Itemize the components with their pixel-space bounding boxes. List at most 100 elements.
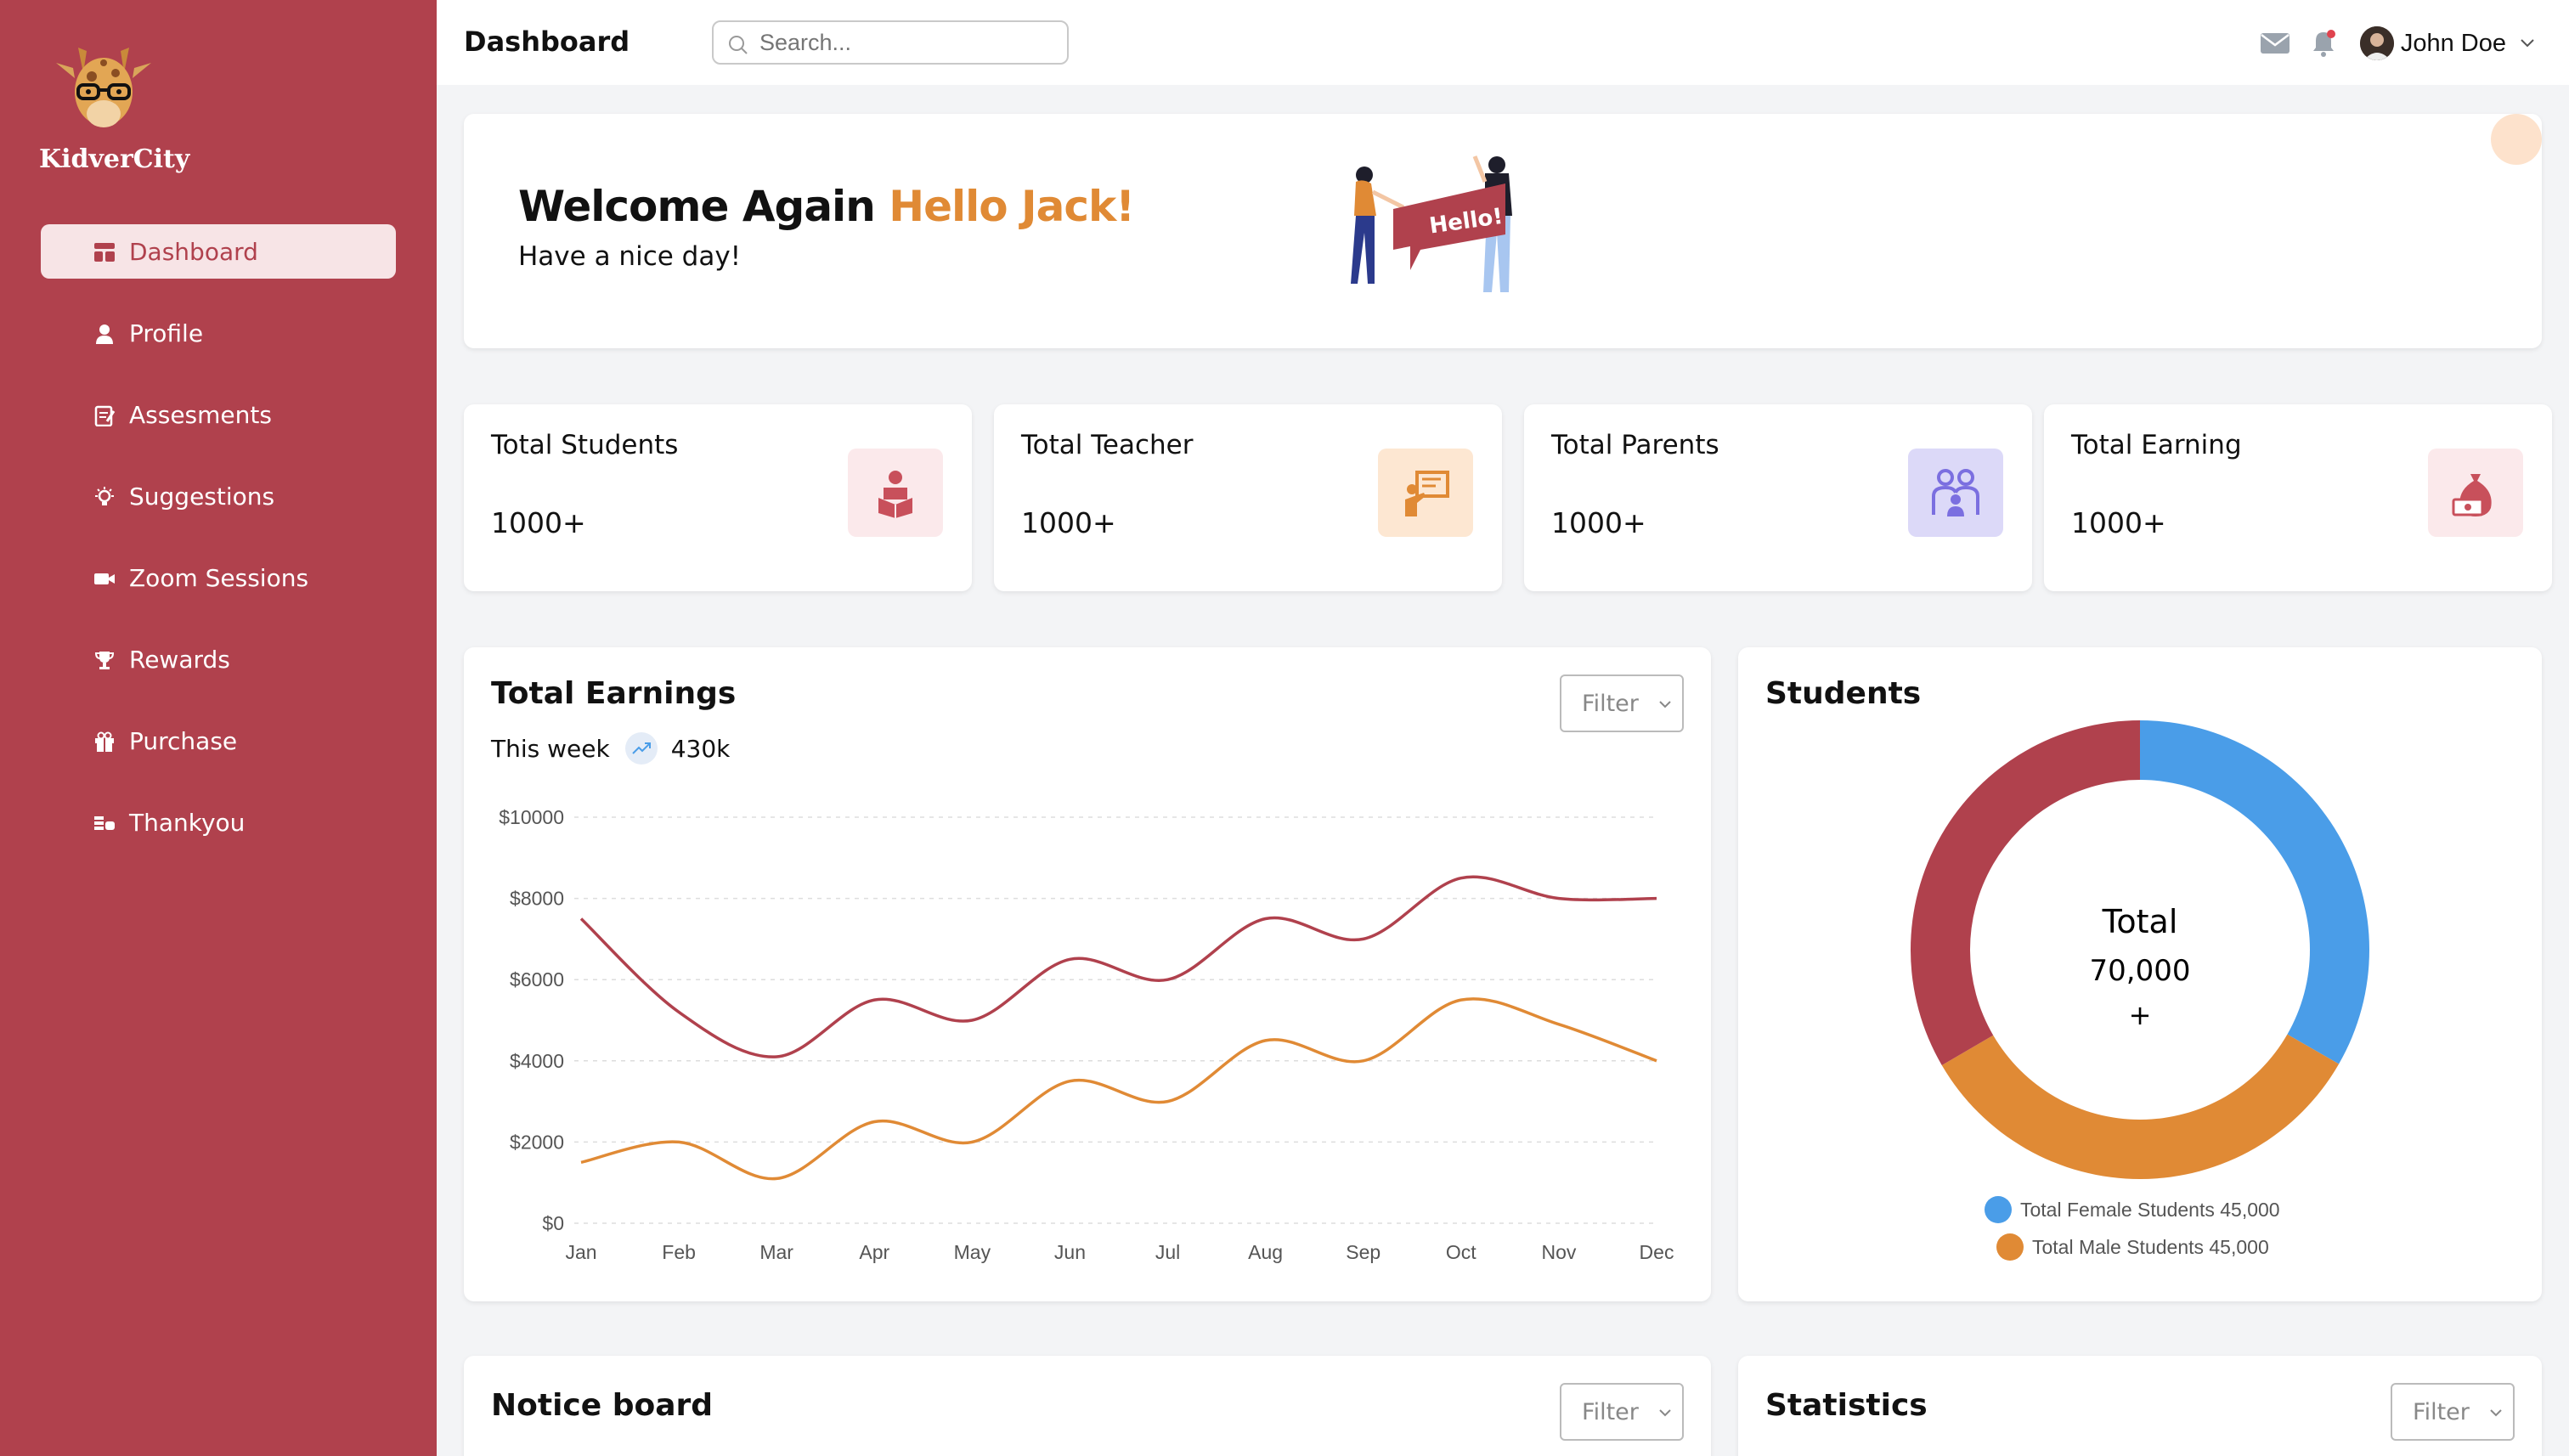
- bell-icon[interactable]: [2311, 29, 2336, 58]
- sidebar-item-label: Thankyou: [129, 808, 246, 837]
- giraffe-logo-icon: [56, 48, 151, 127]
- x-tick-label: Feb: [662, 1241, 696, 1263]
- welcome-title: Welcome Again Hello Jack!: [518, 182, 1135, 231]
- chevron-down-icon: [2490, 1409, 2502, 1417]
- user-name[interactable]: John Doe: [2400, 29, 2506, 57]
- earnings-filter[interactable]: Filter: [1560, 674, 1684, 732]
- period-label: This week: [491, 734, 610, 763]
- sidebar-item-label: Purchase: [129, 726, 238, 755]
- x-tick-label: Apr: [859, 1241, 889, 1263]
- sidebar-item-label: Zoom Sessions: [129, 563, 309, 592]
- notice-board-card: Notice board Filter: [464, 1356, 1711, 1456]
- video-icon: [94, 573, 115, 584]
- stat-card-earning: Total Earning 1000+: [2044, 404, 2552, 591]
- page-title: Dashboard: [464, 25, 630, 58]
- stat-label: Total Earning: [2071, 430, 2242, 460]
- sidebar-item-thankyou[interactable]: Thankyou: [41, 795, 396, 849]
- series-line-1: [579, 875, 1657, 1058]
- gift-icon: [95, 731, 114, 752]
- clipboard-icon: [94, 405, 116, 426]
- filter-label: Filter: [1582, 1398, 1639, 1425]
- students-title: Students: [1765, 676, 1922, 711]
- stat-card-teachers: Total Teacher 1000+: [994, 404, 1502, 591]
- sidebar-item-label: Assesments: [129, 400, 272, 429]
- notice-filter[interactable]: Filter: [1560, 1383, 1684, 1441]
- brand-name: KidverCity: [39, 144, 190, 174]
- welcome-user-greeting: Hello Jack!: [889, 182, 1135, 231]
- stat-value: 1000+: [1021, 506, 1116, 539]
- hello-illustration: Hello!: [1351, 155, 1512, 292]
- sidebar-item-label: Dashboard: [129, 237, 258, 266]
- sidebar-item-label: Profile: [129, 319, 204, 347]
- y-tick-label: $6000: [510, 968, 564, 990]
- welcome-card: Welcome Again Hello Jack! Have a nice da…: [464, 114, 2542, 348]
- search-box[interactable]: [712, 20, 1069, 65]
- chevron-down-icon[interactable]: [2520, 38, 2535, 48]
- welcome-greeting: Welcome Again: [518, 182, 876, 231]
- students-legend: Total Female Students 45,000 Total Male …: [1985, 1191, 2280, 1266]
- statistics-card: Statistics Filter: [1738, 1356, 2542, 1456]
- stat-card-students: Total Students 1000+: [464, 404, 972, 591]
- thankyou-icon: [94, 816, 115, 830]
- sidebar-item-purchase[interactable]: Purchase: [41, 714, 396, 768]
- earnings-title: Total Earnings: [491, 676, 737, 711]
- user-icon: [96, 324, 113, 344]
- reading-student-icon: [848, 449, 943, 537]
- sidebar-item-assesments[interactable]: Assesments: [41, 387, 396, 442]
- stat-card-parents: Total Parents 1000+: [1524, 404, 2032, 591]
- dashboard-icon: [94, 243, 115, 262]
- sidebar-item-dashboard[interactable]: Dashboard: [41, 224, 396, 279]
- sidebar-item-label: Rewards: [129, 645, 230, 674]
- earnings-card: Total Earnings Filter This week 430k $0 $…: [464, 647, 1711, 1301]
- chevron-down-icon: [1659, 701, 1671, 708]
- family-icon: [1908, 449, 2003, 537]
- x-tick-label: Jan: [565, 1241, 596, 1263]
- x-tick-label: Jun: [1054, 1241, 1086, 1263]
- filter-label: Filter: [1582, 690, 1639, 717]
- x-tick-label: Mar: [759, 1241, 793, 1263]
- earnings-line-chart: $0 $2000 $4000 $6000 $8000 $10000 Jan Feb Mar Apr…: [499, 806, 1674, 1263]
- statistics-title: Statistics: [1765, 1388, 1928, 1423]
- legend-swatch: [1996, 1233, 2024, 1261]
- sidebar-item-rewards[interactable]: Rewards: [41, 632, 396, 686]
- filter-label: Filter: [2413, 1398, 2470, 1425]
- x-tick-label: Oct: [1446, 1241, 1476, 1263]
- y-tick-label: $10000: [499, 806, 564, 828]
- sidebar-item-profile[interactable]: Profile: [41, 306, 396, 360]
- sidebar-item-label: Suggestions: [129, 482, 275, 511]
- lightbulb-icon: [95, 487, 114, 505]
- stat-value: 1000+: [2071, 506, 2166, 539]
- x-tick-label: Sep: [1346, 1241, 1380, 1263]
- donut-slice-other: [1911, 720, 2140, 1065]
- period-value: 430k: [670, 734, 731, 763]
- x-tick-label: Dec: [1640, 1241, 1674, 1263]
- sidebar: KidverCity Dashboard Profile Assesments …: [0, 0, 437, 1456]
- y-tick-label: $4000: [510, 1050, 564, 1072]
- trend-up-icon: [624, 732, 658, 765]
- students-card: Students Total 70,000 + Total Female Stu…: [1738, 647, 2542, 1301]
- sidebar-item-zoom-sessions[interactable]: Zoom Sessions: [41, 550, 396, 605]
- donut-center-value: 70,000: [2090, 954, 2191, 988]
- search-input[interactable]: [759, 29, 1057, 56]
- x-tick-label: Aug: [1248, 1241, 1283, 1263]
- chevron-down-icon: [1659, 1409, 1671, 1417]
- statistics-filter[interactable]: Filter: [2391, 1383, 2515, 1441]
- avatar[interactable]: [2359, 26, 2394, 60]
- notice-title: Notice board: [491, 1388, 714, 1423]
- sidebar-nav: Dashboard Profile Assesments Suggestions…: [41, 224, 396, 877]
- stat-label: Total Students: [491, 430, 679, 460]
- students-donut-chart: Total 70,000 +: [1911, 720, 2369, 1179]
- legend-swatch: [1985, 1196, 2012, 1223]
- search-icon: [729, 36, 748, 54]
- mail-icon[interactable]: [2260, 31, 2290, 56]
- stat-value: 1000+: [491, 506, 586, 539]
- earnings-period: This week 430k: [491, 732, 730, 765]
- trophy-icon: [94, 652, 115, 669]
- donut-slice-female: [2140, 720, 2369, 1064]
- donut-slice-male: [1941, 1034, 2340, 1179]
- series-line-2: [580, 997, 1657, 1181]
- sidebar-item-suggestions[interactable]: Suggestions: [41, 469, 396, 523]
- decor-circle: [2491, 114, 2542, 165]
- legend-item: Total Female Students 45,000: [1985, 1191, 2280, 1228]
- legend-label: Total Male Students 45,000: [2032, 1235, 2269, 1258]
